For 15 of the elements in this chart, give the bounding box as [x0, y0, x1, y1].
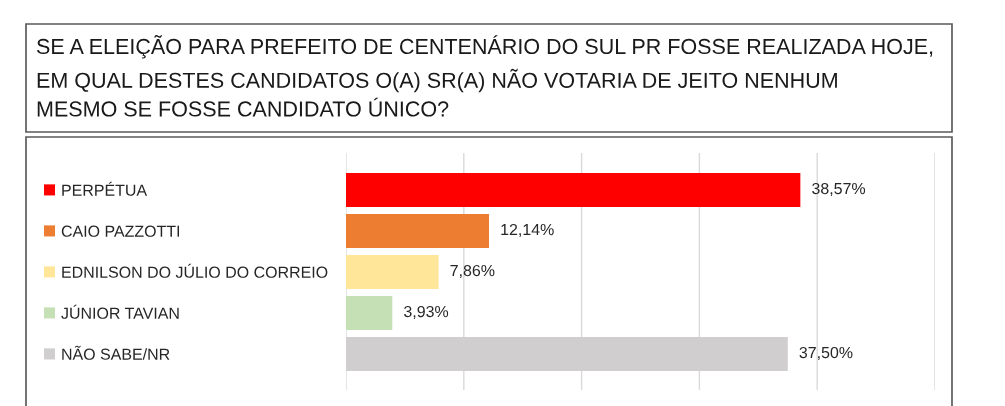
- data-label: 37,50%: [799, 346, 853, 361]
- data-label: 7,86%: [450, 264, 495, 279]
- data-label: 38,57%: [812, 182, 866, 197]
- bar: [346, 213, 490, 248]
- y-tick-label: PERPÉTUA: [62, 181, 148, 196]
- y-tick-label: CAIO PAZZOTTI: [61, 225, 180, 237]
- bar: [346, 172, 801, 207]
- y-tick-label: JÚNIOR TAVIAN: [61, 304, 179, 319]
- bar: [346, 254, 439, 289]
- data-label: 12,14%: [501, 223, 554, 238]
- chart-title: SE A ELEIÇÃO PARA PREFEITO DE CENTENÁRIO DO SUL PR FOSSE REALIZADA HOJE, EM QUAL DESTES CANDIDATOS O(A) SR(A) NÃO VOTARIA DE JEITO NENHUM MESMO SE FOSSE CANDIDATO ÚNICO?: [36, 35, 933, 117]
- bar: [346, 295, 393, 330]
- y-tick-label: NÃO SABE/NR: [62, 345, 170, 360]
- y-tick-label: EDNILSON DO JÚLIO DO CORREIO: [62, 263, 328, 278]
- data-label: 3,93%: [404, 305, 449, 320]
